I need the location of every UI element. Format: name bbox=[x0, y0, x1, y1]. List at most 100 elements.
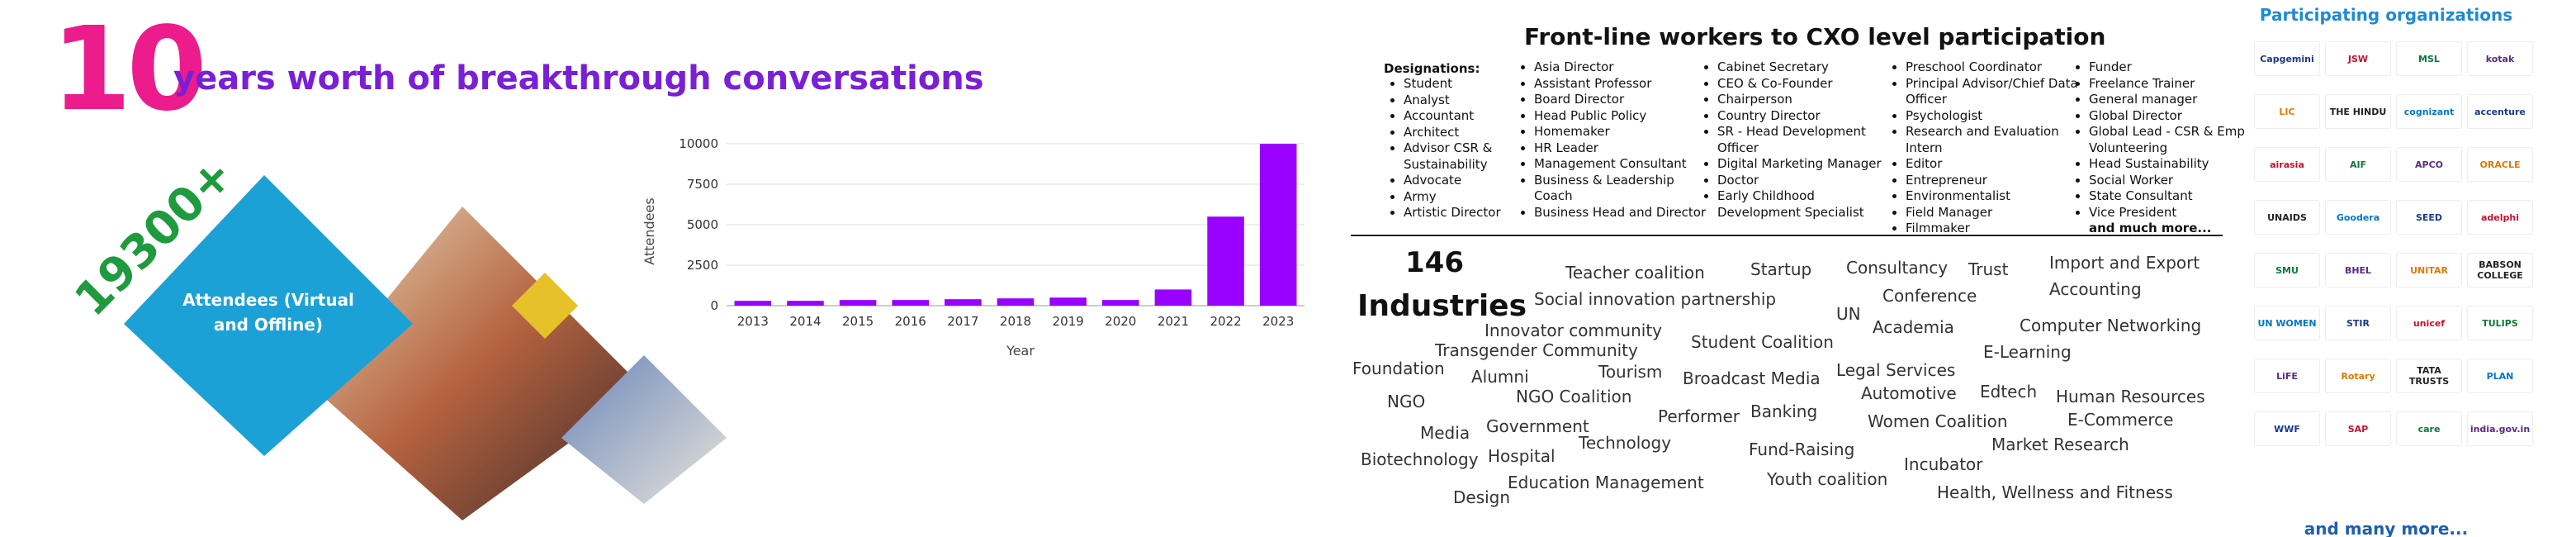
designation: HR Leader bbox=[1534, 140, 1707, 157]
x-tick-label: 2014 bbox=[789, 314, 821, 329]
designation: Global Lead - CSR & Emp Volunteering bbox=[2089, 124, 2246, 156]
designation: Homemaker bbox=[1534, 124, 1707, 140]
designation: Business & Leadership Coach bbox=[1534, 173, 1707, 205]
designation: Management Consultant bbox=[1534, 156, 1707, 173]
x-tick-label: 2013 bbox=[737, 314, 769, 329]
chart: Year Attendees 0 2500 5000 7500 10000 2013 201… bbox=[642, 136, 1305, 359]
designation: Field Manager bbox=[1906, 205, 2079, 221]
org-logo: LIC bbox=[2254, 94, 2320, 129]
industry-word: Trust bbox=[1968, 259, 2009, 279]
industry-word: Alumni bbox=[1471, 367, 1529, 387]
org-logo: JSW bbox=[2325, 41, 2391, 76]
designation: Assistant Professor bbox=[1534, 76, 1707, 93]
org-logo: SAP bbox=[2325, 411, 2391, 446]
industry-word: Transgender Community bbox=[1435, 340, 1638, 360]
x-tick-label: 2019 bbox=[1053, 314, 1084, 329]
industries-label: Industries bbox=[1357, 289, 1527, 323]
bar bbox=[839, 300, 877, 306]
designation: Student bbox=[1404, 76, 1519, 93]
industry-word: Technology bbox=[1579, 433, 1672, 453]
designation: Preschool Coordinator bbox=[1906, 59, 2079, 76]
industry-word: Biotechnology bbox=[1361, 449, 1479, 469]
designation: Global Director bbox=[2089, 108, 2246, 125]
org-logo: india.gov.in bbox=[2467, 411, 2533, 446]
bar bbox=[1049, 297, 1087, 306]
participation-title: Front-line workers to CXO level particip… bbox=[1524, 23, 2106, 50]
designation: Cabinet Secretary bbox=[1717, 59, 1899, 76]
designation: Freelance Trainer bbox=[2089, 76, 2246, 93]
industry-word: Hospital bbox=[1488, 446, 1556, 466]
industry-word: Legal Services bbox=[1836, 360, 1956, 380]
y-tick-label: 0 bbox=[710, 298, 718, 313]
designation-column: Asia DirectorAssistant ProfessorBoard Di… bbox=[1519, 59, 1707, 221]
designation-column: FunderFreelance TrainerGeneral managerGl… bbox=[2074, 59, 2246, 237]
hero-graphic: 19300+ bbox=[64, 149, 727, 520]
designation: Entrepreneur bbox=[1906, 173, 2079, 189]
org-logo: care bbox=[2396, 411, 2462, 446]
x-tick-label: 2015 bbox=[842, 314, 874, 329]
y-tick-label: 2500 bbox=[687, 258, 718, 273]
designation: Doctor bbox=[1717, 173, 1899, 189]
divider bbox=[1351, 235, 2223, 236]
industry-word: Broadcast Media bbox=[1683, 368, 1821, 388]
designation: Digital Marketing Manager bbox=[1717, 156, 1899, 173]
org-logo: SMU bbox=[2254, 253, 2320, 288]
industry-word: Market Research bbox=[1991, 435, 2129, 454]
org-logo: STIR bbox=[2325, 306, 2391, 340]
org-logo: APCO bbox=[2396, 147, 2462, 182]
industry-word: Women Coalition bbox=[1868, 411, 2008, 431]
org-logo: SEED bbox=[2396, 200, 2462, 235]
designation: State Consultant bbox=[2089, 188, 2246, 205]
industry-word: Tourism bbox=[1598, 362, 1663, 382]
industry-word: Government bbox=[1486, 416, 1589, 436]
industry-word: Edtech bbox=[1980, 382, 2038, 402]
bar bbox=[997, 298, 1035, 306]
designation: Army bbox=[1404, 189, 1519, 206]
org-logo: PLAN bbox=[2467, 359, 2533, 393]
designation: Country Director bbox=[1717, 108, 1899, 125]
bar bbox=[1259, 144, 1297, 306]
industry-word: Performer bbox=[1658, 406, 1740, 426]
industry-word: Fund-Raising bbox=[1749, 440, 1855, 459]
y-tick-label: 7500 bbox=[687, 177, 718, 192]
designation: Funder bbox=[2089, 59, 2246, 76]
org-logo: TULIPS bbox=[2467, 306, 2533, 340]
industry-word: Health, Wellness and Fitness bbox=[1937, 482, 2173, 502]
industry-word: NGO bbox=[1387, 392, 1426, 411]
designation: Advocate bbox=[1404, 173, 1519, 189]
designation: Chairperson bbox=[1717, 92, 1899, 108]
bar bbox=[1102, 300, 1139, 306]
designation: Early Childhood Development Specialist bbox=[1717, 188, 1899, 221]
industry-word: Human Resources bbox=[2056, 387, 2205, 406]
designation: Vice President bbox=[2089, 205, 2246, 221]
industry-word: Student Coalition bbox=[1691, 332, 1834, 352]
organizations-more: and many more... bbox=[2304, 519, 2469, 537]
industry-word: E-Commerce bbox=[2067, 410, 2174, 430]
designation: Accountant bbox=[1404, 108, 1519, 125]
designation: Social Worker bbox=[2089, 173, 2246, 189]
bar bbox=[1154, 289, 1192, 306]
org-logo: AIF bbox=[2325, 147, 2391, 182]
designation: Architect bbox=[1404, 125, 1519, 141]
org-logo: BABSON COLLEGE bbox=[2467, 253, 2533, 288]
designation: Filmmaker bbox=[1906, 221, 2079, 237]
designation: Analyst bbox=[1404, 93, 1519, 109]
photo bbox=[561, 355, 727, 504]
x-tick-label: 2020 bbox=[1105, 314, 1136, 329]
org-logo: TATA TRUSTS bbox=[2396, 359, 2462, 393]
industry-word: E-Learning bbox=[1983, 342, 2072, 362]
designation: CEO & Co-Founder bbox=[1717, 76, 1899, 93]
y-axis-label: Attendees bbox=[642, 197, 657, 264]
industry-word: Computer Networking bbox=[2020, 316, 2202, 335]
org-logo: adelphi bbox=[2467, 200, 2533, 235]
industry-word: Foundation bbox=[1352, 359, 1445, 378]
bar bbox=[945, 299, 982, 306]
industry-word: Media bbox=[1420, 423, 1470, 443]
industry-word: Design bbox=[1453, 487, 1511, 507]
designation: Head Public Policy bbox=[1534, 108, 1707, 125]
industries-count: 146 bbox=[1405, 246, 1464, 279]
x-tick-label: 2021 bbox=[1158, 314, 1189, 329]
designation: Advisor CSR & Sustainability bbox=[1404, 140, 1519, 173]
x-tick-label: 2022 bbox=[1210, 314, 1241, 329]
